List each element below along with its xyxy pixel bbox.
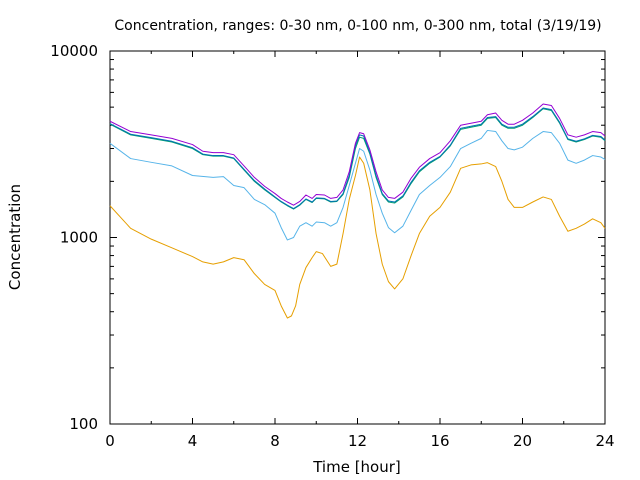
x-tick-label: 16: [430, 432, 449, 450]
x-tick-label: 24: [595, 432, 614, 450]
y-tick-label: 100: [69, 415, 98, 433]
x-tick-label: 0: [105, 432, 115, 450]
chart-title: Concentration, ranges: 0-30 nm, 0-100 nm…: [114, 18, 601, 34]
series-lines: [109, 103, 606, 319]
series-line-4: [109, 107, 606, 210]
y-axis-label: Concentration: [6, 184, 24, 290]
x-tick-label: 4: [188, 432, 198, 450]
series-line-5: [109, 103, 606, 206]
plot-frame: [109, 50, 606, 425]
x-tick-label: 12: [348, 432, 367, 450]
x-tick-label: 8: [270, 432, 280, 450]
axis-tick-labels: 0 4 8 12 16 20 24 100 1000 10000: [50, 42, 614, 450]
series-line-3: [109, 108, 606, 210]
y-tick-label: 1000: [60, 229, 98, 247]
y-tick-label: 10000: [50, 42, 98, 60]
x-axis-label: Time [hour]: [312, 458, 401, 476]
series-line-2: [109, 129, 606, 241]
x-tick-label: 20: [513, 432, 532, 450]
series-line-1: [109, 156, 606, 319]
axis-ticks: [109, 50, 606, 425]
